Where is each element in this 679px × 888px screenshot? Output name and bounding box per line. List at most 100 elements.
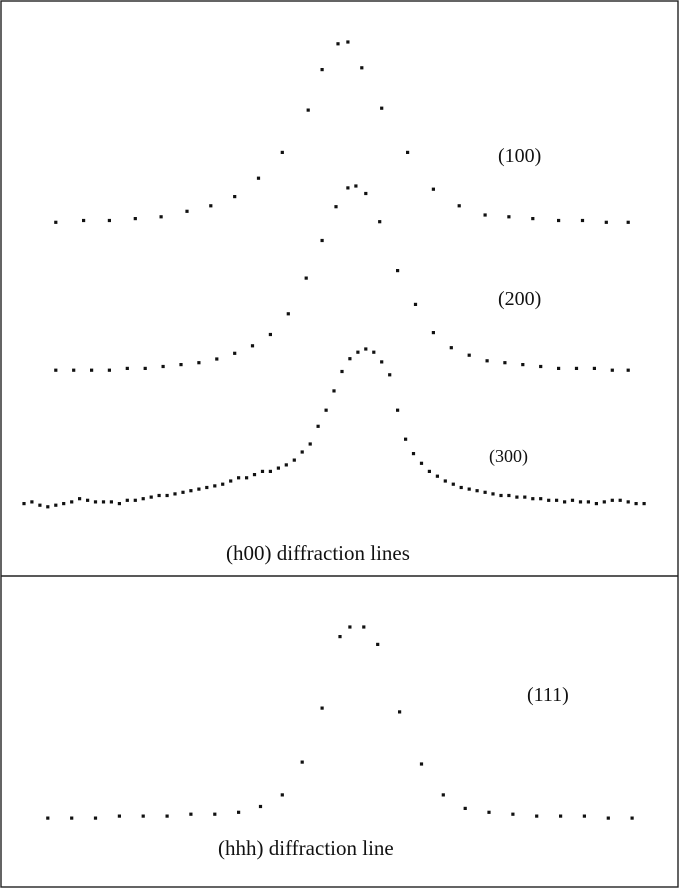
data-point	[362, 625, 366, 629]
data-point	[431, 187, 435, 191]
data-point	[630, 816, 634, 820]
data-point	[117, 502, 121, 506]
data-point	[189, 812, 193, 816]
data-point	[535, 814, 539, 818]
data-point	[117, 814, 121, 818]
data-point	[107, 218, 111, 223]
series-label-200: (200)	[498, 288, 541, 310]
data-point	[320, 68, 324, 72]
data-point	[159, 215, 163, 219]
data-point	[93, 500, 98, 504]
data-point	[642, 502, 646, 506]
data-point	[380, 360, 384, 364]
data-point	[398, 710, 402, 714]
data-point	[173, 492, 177, 496]
data-point	[161, 364, 165, 369]
data-point	[304, 276, 308, 280]
data-point	[459, 485, 463, 490]
data-point	[306, 108, 310, 112]
data-point	[78, 497, 82, 501]
data-point	[280, 150, 284, 154]
data-point	[340, 369, 344, 374]
data-point	[90, 368, 94, 372]
data-point	[557, 366, 561, 370]
data-point	[197, 361, 201, 365]
data-point	[250, 344, 255, 348]
data-point	[141, 814, 145, 818]
data-point	[260, 469, 265, 473]
data-point	[70, 500, 74, 504]
data-point	[574, 366, 579, 370]
data-point	[213, 484, 217, 488]
data-point	[334, 205, 338, 209]
h00-caption: (h00) diffraction lines	[226, 541, 410, 565]
data-point	[125, 498, 129, 502]
data-point	[229, 479, 233, 483]
data-point	[300, 760, 304, 764]
data-point	[165, 814, 169, 818]
data-point	[547, 498, 551, 502]
data-point	[268, 469, 272, 473]
data-point	[93, 816, 98, 820]
data-point	[237, 476, 241, 480]
data-point	[213, 812, 217, 816]
data-point	[523, 495, 527, 499]
data-point	[133, 498, 137, 502]
data-point	[189, 489, 193, 493]
series-100-points	[54, 40, 630, 224]
data-point	[388, 373, 392, 377]
data-point	[284, 463, 288, 467]
data-point	[233, 195, 237, 199]
data-point	[378, 220, 382, 224]
data-point	[419, 461, 424, 465]
data-point	[380, 106, 384, 110]
data-point	[491, 492, 495, 496]
data-point	[286, 312, 290, 316]
data-point	[101, 500, 106, 504]
data-point	[165, 493, 169, 498]
data-point	[233, 351, 237, 355]
data-point	[441, 793, 445, 797]
data-point	[443, 479, 447, 483]
data-point	[109, 500, 113, 504]
data-point	[133, 217, 137, 221]
data-point	[451, 482, 455, 486]
data-point	[143, 366, 147, 370]
data-point	[555, 498, 559, 502]
series-label-111: (111)	[527, 684, 569, 706]
data-point	[30, 500, 34, 504]
data-point	[559, 814, 563, 818]
h00-panel: (100) (200) (300) (h00) diffraction line…	[22, 40, 646, 565]
data-point	[308, 442, 312, 446]
data-point	[292, 458, 296, 462]
data-point	[582, 814, 586, 818]
data-point	[449, 346, 453, 350]
data-point	[300, 450, 304, 454]
data-point	[592, 366, 596, 370]
data-point	[324, 408, 328, 412]
data-point	[185, 209, 189, 213]
data-point	[54, 220, 58, 224]
series-300-points	[22, 347, 646, 509]
data-point	[411, 452, 416, 456]
data-point	[531, 497, 535, 501]
data-point	[372, 350, 376, 354]
data-point	[181, 490, 185, 494]
data-point	[594, 502, 598, 506]
data-point	[610, 368, 614, 372]
data-point	[626, 368, 630, 372]
data-point	[215, 357, 219, 361]
data-point	[610, 498, 614, 502]
data-point	[483, 213, 487, 217]
data-point	[256, 176, 261, 180]
data-point	[413, 302, 418, 306]
data-point	[626, 500, 630, 504]
data-point	[46, 505, 50, 509]
data-point	[46, 816, 50, 820]
data-point	[521, 363, 525, 367]
hhh-caption: (hhh) diffraction line	[218, 836, 394, 860]
data-point	[54, 503, 58, 507]
series-200-points	[54, 184, 630, 372]
data-point	[396, 269, 400, 273]
